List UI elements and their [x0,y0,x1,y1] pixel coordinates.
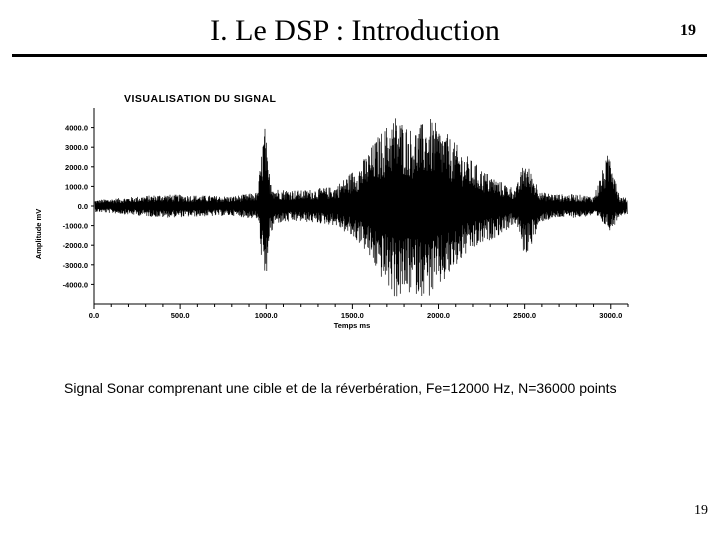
y-tick-label: -2000.0 [63,241,88,250]
y-tick-label: -3000.0 [63,261,88,270]
slide-number-top: 19 [680,22,696,39]
figure-caption: Signal Sonar comprenant une cible et de … [64,380,617,396]
y-tick-label: 0.0 [78,202,88,211]
y-tick-label: 4000.0 [65,124,88,133]
x-tick-label: 3000.0 [599,311,622,320]
x-tick-label: 1000.0 [255,311,278,320]
title-divider [12,54,707,57]
x-tick-label: 1500.0 [341,311,364,320]
y-tick-label: -4000.0 [63,280,88,289]
signal-chart: VISUALISATION DU SIGNAL Amplitude mV Tem… [34,93,629,330]
signal-waveform [94,118,628,297]
slide-number-bottom: 19 [694,503,708,518]
x-axis-label: Temps ms [334,321,371,330]
x-tick-label: 500.0 [171,311,190,320]
y-tick-label: -1000.0 [63,222,88,231]
y-tick-label: 1000.0 [65,182,88,191]
chart-title: VISUALISATION DU SIGNAL [124,93,277,105]
plot-area: 4000.0 3000.0 2000.0 1000.0 0.0 -1000.0 -2000.… [63,108,629,320]
y-tick-label: 3000.0 [65,143,88,152]
slide-title: I. Le DSP : Introduction [210,14,500,47]
x-tick-label: 2500.0 [513,311,536,320]
x-tick-label: 0.0 [89,311,99,320]
y-axis-label: Amplitude mV [34,209,43,259]
x-tick-label: 2000.0 [427,311,450,320]
y-tick-label: 2000.0 [65,163,88,172]
